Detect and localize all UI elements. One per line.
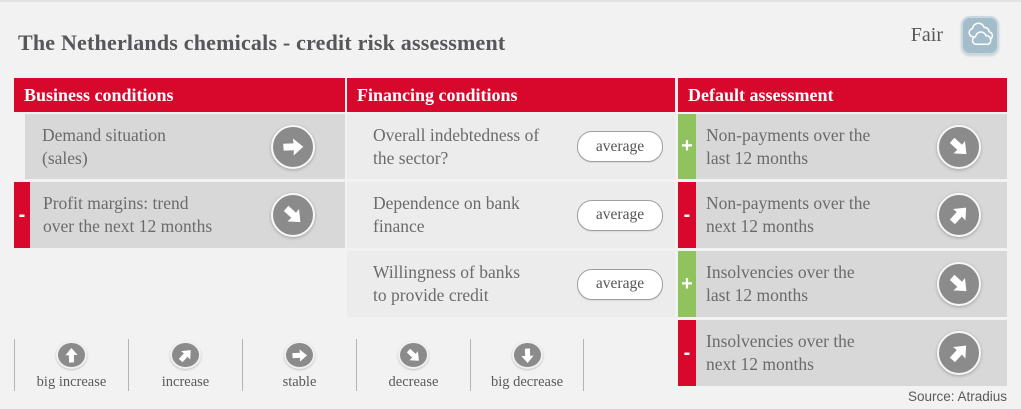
big-increase-icon [56,341,87,369]
trend-increase-icon [937,331,981,375]
column-header-business: Business conditions [14,78,345,112]
indicator-strip: + [678,251,696,317]
row-demand-situation: Demand situation (sales) [25,114,345,179]
row-overall-indebtedness: Overall indebtedness of the sector? aver… [347,114,675,179]
row-label: Willingness of banks to provide credit [373,262,521,305]
average-pill-button[interactable]: average [577,268,663,300]
trend-increase-icon [937,193,981,237]
trend-legend: big increase increase stable decrease bi… [14,339,584,391]
legend-item-stable: stable [242,339,356,391]
source-note: Source: Atradius [907,389,1007,404]
average-pill-button[interactable]: average [577,131,663,162]
column-header-default: Default assessment [678,78,1007,112]
row-nonpayments-last-12: + Non-payments over the last 12 months [678,114,1007,179]
row-nonpayments-next-12: - Non-payments over the next 12 months [678,182,1007,248]
row-label: Non-payments over the next 12 months [706,193,871,236]
page-title: The Netherlands chemicals - credit risk … [18,30,506,55]
increase-icon [170,341,201,369]
row-bank-finance-dependence: Dependence on bank finance average [347,182,675,248]
legend-label: stable [282,374,317,390]
column-header-financing: Financing conditions [347,78,675,112]
legend-label: increase [161,374,210,390]
indicator-strip: - [14,182,30,248]
average-pill-button[interactable]: average [577,199,663,231]
legend-label: big decrease [490,374,564,390]
row-label: Insolvencies over the next 12 months [706,331,855,374]
trend-decrease-icon [937,124,981,169]
cloud-icon [961,16,999,55]
trend-decrease-icon [271,193,315,237]
row-label: Insolvencies over the last 12 months [706,262,855,305]
indicator-strip: + [678,114,696,179]
legend-item-increase: increase [128,339,242,391]
legend-item-decrease: decrease [356,339,470,391]
trend-decrease-icon [937,262,981,306]
row-label: Profit margins: trend over the next 12 m… [43,193,213,236]
row-label: Non-payments over the last 12 months [706,124,871,168]
row-insolvencies-next-12: - Insolvencies over the next 12 months [678,320,1007,386]
stable-icon [284,341,315,369]
big-decrease-icon [511,341,543,369]
legend-label: big increase [36,374,107,390]
decrease-icon [398,341,429,369]
legend-label: decrease [388,374,439,390]
row-label: Demand situation (sales) [42,124,166,168]
row-banks-willingness: Willingness of banks to provide credit a… [347,251,675,317]
indicator-strip: - [678,182,696,248]
trend-stable-icon [271,124,315,169]
legend-item-big-increase: big increase [14,339,128,391]
overall-rating: Fair [911,16,999,55]
row-label: Overall indebtedness of the sector? [373,124,540,168]
row-profit-margins: - Profit margins: trend over the next 12… [14,182,345,248]
indicator-strip: - [678,320,696,386]
rating-label: Fair [910,24,943,46]
legend-item-big-decrease: big decrease [470,339,584,391]
row-label: Dependence on bank finance [373,193,520,236]
row-insolvencies-last-12: + Insolvencies over the last 12 months [678,251,1007,317]
